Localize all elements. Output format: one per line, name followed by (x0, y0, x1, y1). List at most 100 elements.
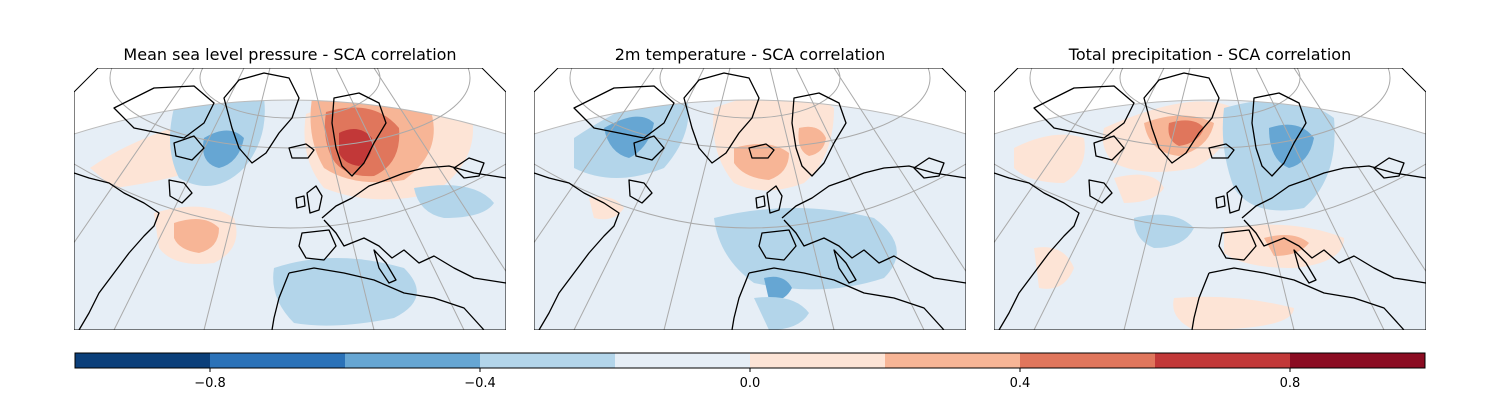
graticule-lon (1229, 68, 1295, 330)
coastline (1241, 165, 1426, 219)
coastline (298, 229, 337, 261)
colorbar-bin (750, 353, 886, 368)
colorbar-tick-label: −0.8 (194, 376, 226, 391)
graticule-lon (663, 68, 731, 330)
coastline (271, 272, 290, 330)
contour-region (764, 276, 792, 301)
coastline (534, 172, 620, 330)
domain-edge (994, 99, 1426, 135)
coastline (766, 185, 783, 214)
coastline (1208, 143, 1235, 159)
graticule-lon (1293, 68, 1426, 330)
colorbar-bin (1020, 353, 1156, 368)
coastlines (74, 72, 506, 330)
domain-edge (74, 99, 506, 135)
coastline (748, 143, 775, 159)
coastline (755, 195, 766, 209)
colorbar-bin (345, 353, 481, 368)
graticule-lon (833, 68, 966, 330)
contour-region (1114, 174, 1164, 203)
coastline (373, 249, 397, 284)
colorbar-tick-label: 0.4 (1010, 376, 1031, 391)
coastline (1243, 219, 1426, 284)
graticule-lon (1123, 68, 1191, 330)
colorbar-bin (1290, 353, 1426, 368)
graticule-lon (74, 68, 195, 330)
coastline (1218, 229, 1257, 261)
coastline (758, 229, 797, 261)
coastline (1143, 72, 1220, 164)
coastline (113, 85, 215, 139)
coastline (573, 85, 675, 139)
contour-region (1173, 296, 1294, 330)
coastline (1215, 195, 1226, 209)
contour-region (604, 116, 654, 158)
contour-region (174, 219, 219, 253)
coastline (833, 249, 857, 284)
graticule-lon (1255, 68, 1385, 330)
domain-edge (534, 99, 966, 135)
panel-tp: Total precipitation - SCA correlation (994, 40, 1426, 332)
colorbar-bin (615, 353, 751, 368)
graticule-lon (203, 68, 271, 330)
coastline (288, 267, 485, 330)
graticule-lon (994, 68, 1115, 330)
coastline (74, 172, 160, 330)
coastline (748, 267, 945, 330)
graticule-lon (309, 68, 375, 330)
graticule (994, 68, 1426, 330)
panel-title-t2m: 2m temperature - SCA correlation (614, 45, 886, 64)
coastline (1251, 92, 1307, 177)
contour-region (1269, 124, 1314, 168)
panel-mslp: Mean sea level pressure - SCA correlatio… (74, 40, 506, 332)
coastline (306, 185, 323, 214)
colorbar-bin (75, 353, 211, 368)
coastline (781, 165, 966, 219)
coastline (731, 272, 750, 330)
coastline (994, 172, 1080, 330)
colorbar-tick-label: −0.4 (464, 376, 496, 391)
coastline (295, 195, 306, 209)
coastline (1088, 179, 1113, 204)
graticule-lon (373, 68, 506, 330)
colorbar-bin (1155, 353, 1291, 368)
coastline (1373, 157, 1405, 179)
coastline (783, 219, 966, 284)
graticule-lon (795, 68, 925, 330)
colorbar-bin (885, 353, 1021, 368)
coastline (323, 219, 506, 284)
coastline (1033, 85, 1135, 139)
coastline (628, 179, 653, 204)
colorbar-bin (480, 353, 616, 368)
map-tp (994, 68, 1426, 330)
graticule-lat (74, 137, 506, 229)
coastline (913, 157, 945, 179)
contour-region (798, 126, 826, 156)
graticule-lon (573, 68, 705, 330)
colorbar-tick-label: 0.0 (740, 376, 761, 391)
panel-title-mslp: Mean sea level pressure - SCA correlatio… (123, 45, 457, 64)
coastline (168, 179, 193, 204)
coastline (1226, 185, 1243, 214)
coastline (1093, 135, 1125, 161)
coastline (633, 135, 665, 161)
graticule-lon (769, 68, 835, 330)
contour-region (339, 129, 373, 166)
colorbar-bin (210, 353, 346, 368)
coastline (331, 92, 387, 177)
contour-region (1264, 234, 1309, 256)
graticule-lat (994, 137, 1426, 229)
contour-region (589, 196, 624, 220)
coastlines (994, 72, 1426, 330)
coastline (1293, 249, 1317, 284)
panel-title-tp: Total precipitation - SCA correlation (1068, 45, 1352, 64)
panel-t2m: 2m temperature - SCA correlation (534, 40, 966, 332)
contour-region (754, 297, 809, 330)
coastline (321, 165, 506, 219)
graticule-lat (534, 137, 966, 229)
colorbar-tick-label: 0.8 (1280, 376, 1301, 391)
map-t2m (534, 68, 966, 330)
contour-region (1014, 134, 1085, 183)
contour-region (734, 144, 789, 180)
